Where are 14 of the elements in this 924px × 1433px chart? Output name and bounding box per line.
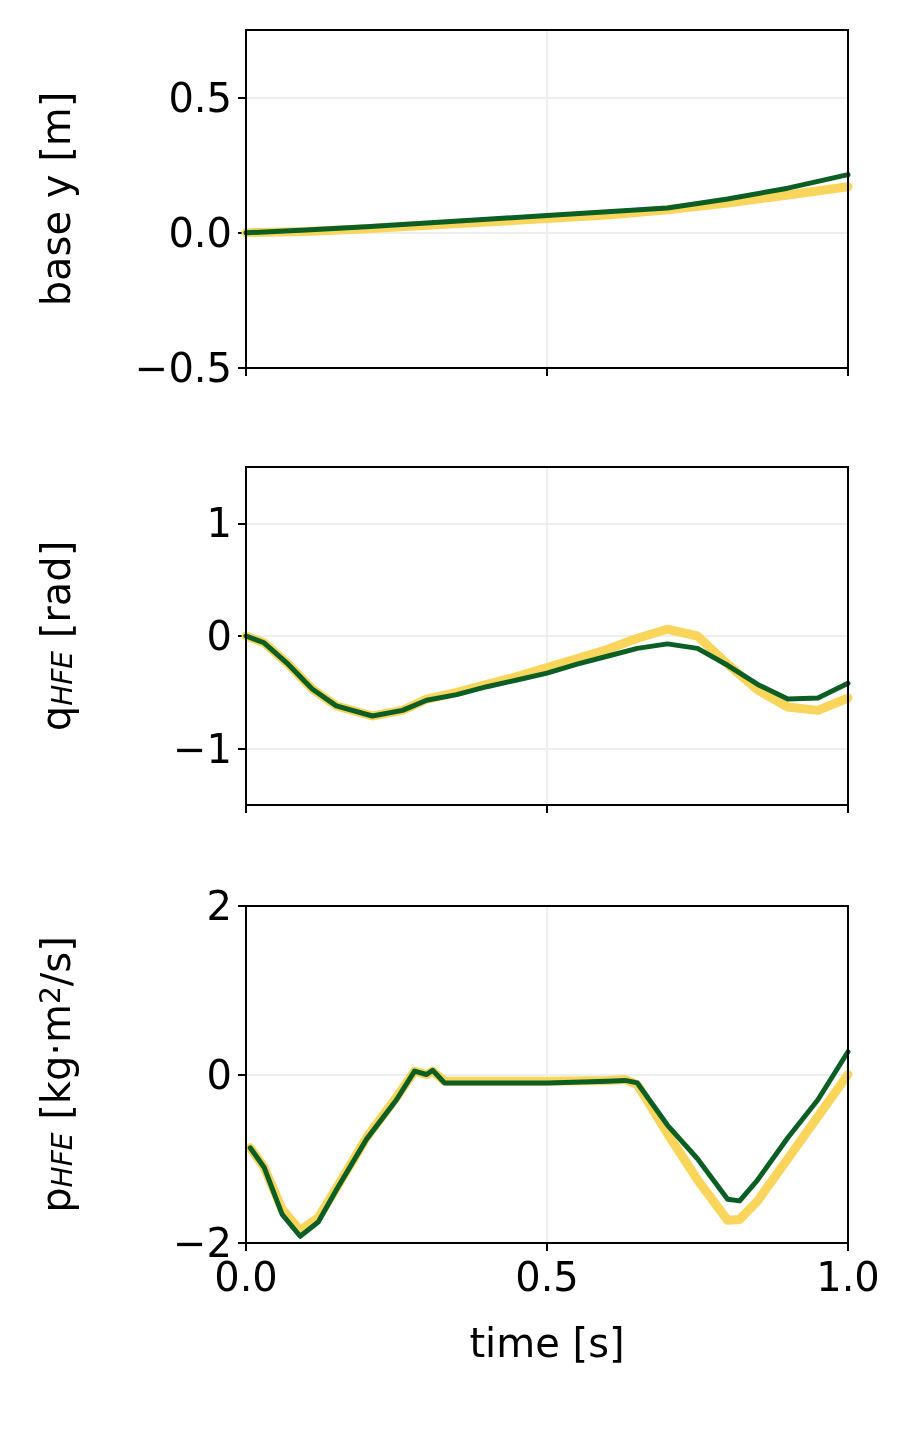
y-axis-title: qHFE [rad] [33, 540, 79, 732]
y-tick-label: 0.0 [168, 209, 232, 256]
x-tick-label: 1.0 [816, 1254, 880, 1300]
y-axis-title: pHFE [kg·m2/s] [33, 936, 79, 1213]
y-tick-label: −0.5 [134, 345, 232, 391]
x-tick-label: 0.5 [515, 1254, 579, 1300]
y-tick-label: 0.5 [168, 74, 232, 121]
y-tick-label: 2 [206, 883, 232, 929]
y-tick-label: 1 [206, 500, 232, 547]
y-tick-label: −1 [173, 725, 232, 772]
y-tick-label: 0 [206, 1051, 232, 1098]
x-axis-title: time [s] [469, 1320, 625, 1366]
y-axis-title: base y [m] [33, 91, 79, 307]
y-tick-label: 0 [206, 613, 232, 659]
